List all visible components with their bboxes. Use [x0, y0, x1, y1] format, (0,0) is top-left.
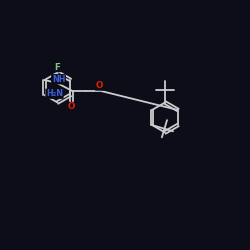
- Text: H₂N: H₂N: [46, 89, 63, 98]
- Text: O: O: [96, 81, 103, 90]
- Text: NH: NH: [52, 75, 65, 84]
- Text: O: O: [68, 102, 75, 112]
- Text: F: F: [54, 62, 60, 72]
